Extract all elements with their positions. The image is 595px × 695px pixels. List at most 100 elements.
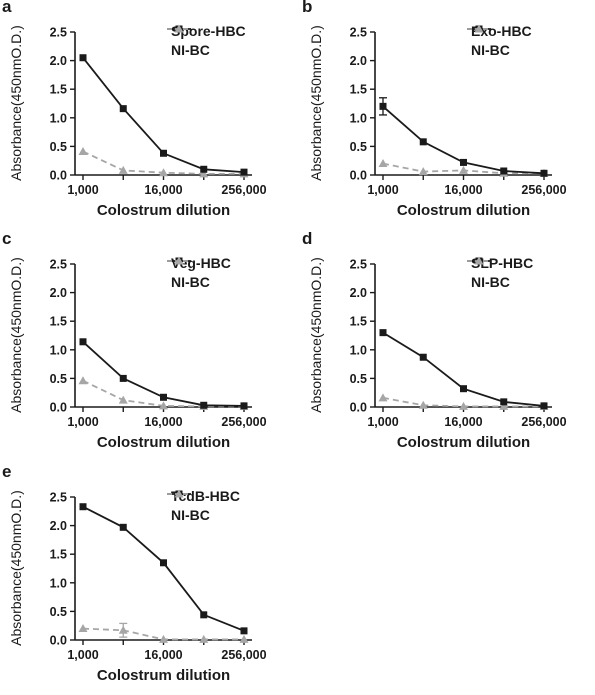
panel-letter: a bbox=[2, 0, 12, 16]
data-point-ni-bc bbox=[118, 625, 128, 634]
x-tick-label: 16,000 bbox=[444, 415, 482, 429]
data-point-exo-hbc bbox=[500, 167, 508, 175]
y-tick-label: 1.5 bbox=[50, 548, 67, 562]
legend-label: NI-BC bbox=[171, 42, 210, 58]
legend-swatch bbox=[167, 256, 191, 265]
legend-marker bbox=[174, 24, 184, 33]
y-tick-label: 2.0 bbox=[350, 54, 367, 68]
legend-item: NI-BC bbox=[165, 256, 231, 292]
series-line-tcdb-hbc bbox=[82, 505, 245, 632]
panel-letter: d bbox=[302, 229, 313, 248]
panel-letter: c bbox=[2, 229, 12, 248]
x-tick-label: 16,000 bbox=[144, 648, 182, 662]
x-axis-label: Colostrum dilution bbox=[396, 434, 531, 451]
x-axis-label: Colostrum dilution bbox=[96, 667, 231, 684]
data-point-ni-bc bbox=[159, 401, 168, 410]
y-tick-label: 1.5 bbox=[350, 315, 367, 329]
series-line-slp-hbc bbox=[382, 331, 545, 407]
y-tick-label: 2.5 bbox=[50, 258, 67, 272]
data-point-ni-bc bbox=[159, 168, 168, 177]
data-point-ni-bc bbox=[459, 401, 468, 410]
y-tick-label: 1.5 bbox=[50, 315, 67, 329]
legend-label: NI-BC bbox=[471, 274, 510, 290]
y-tick-label: 2.0 bbox=[350, 286, 367, 300]
y-tick-label: 0.5 bbox=[350, 140, 367, 154]
data-point-exo-hbc bbox=[460, 158, 467, 166]
y-tick-label: 1.0 bbox=[50, 111, 67, 125]
x-tick-label: 1,000 bbox=[67, 415, 98, 429]
legend-swatch bbox=[167, 489, 191, 498]
y-axis-label: Absorbance(450nmO.D.) bbox=[308, 24, 324, 181]
data-point-slp-hbc bbox=[419, 353, 427, 361]
legend-marker bbox=[474, 24, 484, 33]
y-tick-label: 1.0 bbox=[50, 576, 67, 590]
x-tick-label: 1,000 bbox=[367, 415, 398, 429]
data-point-tcdb-hbc bbox=[119, 523, 127, 531]
data-point-veg-hbc bbox=[160, 393, 167, 401]
x-tick-label: 256,000 bbox=[221, 648, 266, 662]
data-point-ni-bc bbox=[199, 634, 209, 643]
data-point-spore-hbc bbox=[119, 105, 127, 113]
legend-item: NI-BC bbox=[465, 256, 533, 292]
y-tick-label: 1.0 bbox=[350, 111, 367, 125]
data-point-ni-bc bbox=[118, 395, 128, 404]
x-tick-label: 16,000 bbox=[144, 415, 182, 429]
legend-label: NI-BC bbox=[171, 507, 210, 523]
panel-e: e 0.0 0.5 1.0 1.5 2.0 2.5 1,000 16,000 256,000 Abs… bbox=[0, 462, 300, 695]
x-tick-label: 256,000 bbox=[221, 415, 266, 429]
data-point-slp-hbc bbox=[540, 402, 548, 410]
legend-marker bbox=[174, 256, 184, 265]
y-tick-label: 0.5 bbox=[350, 372, 367, 386]
x-tick-label: 1,000 bbox=[67, 183, 98, 197]
data-point-ni-bc bbox=[78, 147, 88, 156]
data-point-ni-bc bbox=[239, 634, 249, 643]
y-tick-label: 0.5 bbox=[50, 140, 67, 154]
y-tick-label: 0.5 bbox=[50, 372, 67, 386]
legend: Veg-HBC NI-BC bbox=[165, 254, 231, 292]
legend-label: Veg-HBC bbox=[171, 255, 231, 271]
x-tick-label: 1,000 bbox=[367, 183, 398, 197]
legend-label: SLP-HBC bbox=[471, 255, 534, 271]
y-axis-label: Absorbance(450nmO.D.) bbox=[308, 256, 324, 413]
data-point-tcdb-hbc bbox=[79, 503, 87, 511]
data-point-slp-hbc bbox=[500, 398, 508, 406]
x-tick-label: 256,000 bbox=[521, 415, 566, 429]
legend: SLP-HBC NI-BC bbox=[465, 254, 533, 292]
y-tick-label: 0.0 bbox=[50, 401, 67, 415]
x-tick-label: 16,000 bbox=[444, 183, 482, 197]
y-axis-label: Absorbance(450nmO.D.) bbox=[8, 256, 24, 413]
y-tick-label: 2.0 bbox=[50, 54, 67, 68]
data-point-slp-hbc bbox=[460, 385, 467, 393]
legend-swatch bbox=[467, 256, 491, 265]
chart-svg: 0.0 0.5 1.0 1.5 2.0 2.5 1,000 16,000 256,000 bbox=[50, 258, 267, 430]
data-point-veg-hbc bbox=[200, 401, 208, 409]
y-axis-label: Absorbance(450nmO.D.) bbox=[8, 489, 24, 646]
legend-label: NI-BC bbox=[471, 42, 510, 58]
legend-marker bbox=[174, 489, 184, 498]
data-point-ni-bc bbox=[418, 400, 428, 409]
x-tick-label: 256,000 bbox=[221, 183, 266, 197]
y-tick-label: 0.0 bbox=[350, 169, 367, 183]
x-tick-label: 16,000 bbox=[144, 183, 182, 197]
legend-label: Exo-HBC bbox=[471, 23, 532, 39]
legend: TcdB-HBC NI-BC bbox=[165, 487, 240, 525]
legend-item: NI-BC bbox=[165, 489, 240, 525]
data-point-veg-hbc bbox=[79, 338, 87, 346]
y-tick-label: 2.5 bbox=[50, 26, 67, 40]
panel-letter: e bbox=[2, 462, 12, 481]
legend-swatch bbox=[167, 24, 191, 33]
data-point-ni-bc bbox=[418, 167, 428, 176]
y-tick-label: 1.5 bbox=[50, 83, 67, 97]
y-tick-label: 2.5 bbox=[350, 26, 367, 40]
legend-label: Spore-HBC bbox=[171, 23, 246, 39]
y-tick-label: 1.5 bbox=[350, 83, 367, 97]
legend-item: NI-BC bbox=[165, 24, 246, 60]
legend-label: TcdB-HBC bbox=[171, 488, 240, 504]
legend-item: NI-BC bbox=[465, 24, 532, 60]
data-point-ni-bc bbox=[159, 634, 168, 643]
y-tick-label: 2.0 bbox=[50, 286, 67, 300]
x-tick-label: 256,000 bbox=[521, 183, 566, 197]
panel-a: a 0.0 0.5 1.0 1.5 2.0 2.5 1,000 16,000 256,000 Abs… bbox=[0, 0, 300, 230]
data-point-tcdb-hbc bbox=[160, 559, 167, 567]
